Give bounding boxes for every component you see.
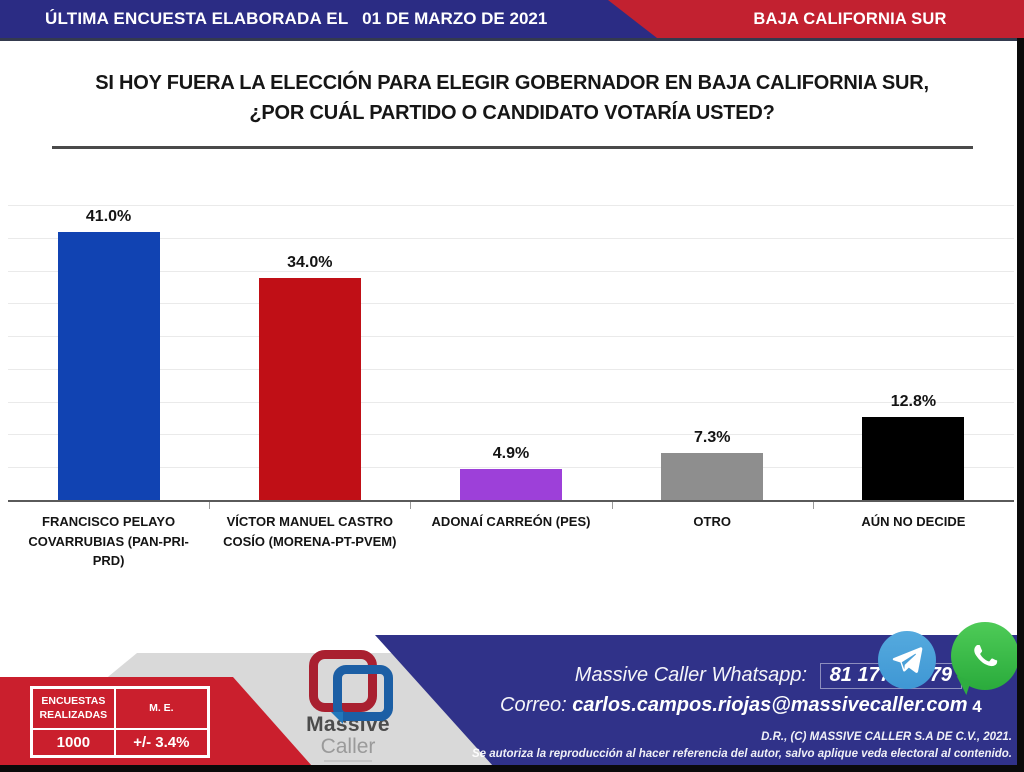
survey-date-banner: ÚLTIMA ENCUESTA ELABORADA EL 01 DE MARZO… [45, 0, 547, 38]
bar [57, 232, 160, 501]
region-banner: BAJA CALIFORNIA SUR [608, 0, 1024, 38]
gridline [8, 336, 1014, 338]
frame-bottom-border [0, 765, 1024, 772]
question-line-2: ¿POR CUÁL PARTIDO O CANDIDATO VOTARÍA US… [249, 102, 775, 124]
region-label: BAJA CALIFORNIA SUR [753, 10, 947, 28]
bar-slot: 4.9% [410, 206, 611, 501]
bar-slot: 34.0% [209, 206, 410, 501]
bar-value-label: 34.0% [287, 254, 333, 272]
footer [0, 630, 1024, 766]
copyright-line: D.R., (C) MASSIVE CALLER S.A DE C.V., 20… [761, 731, 1012, 743]
gridline [8, 270, 1014, 272]
stats-col2-value: +/- 3.4% [114, 729, 208, 756]
stats-col1-header: ENCUESTAS REALIZADAS [32, 688, 115, 729]
gridline [8, 434, 1014, 436]
gridline [8, 368, 1014, 370]
bar-category-label: OTRO [693, 514, 731, 529]
axis-tick [611, 502, 613, 509]
bar-value-label: 41.0% [85, 208, 132, 226]
bar-value-label: 12.8% [890, 393, 937, 411]
bar-category-label: FRANCISCO PELAYO COVARRUBIAS (PAN-PRI-PR… [28, 514, 189, 568]
stats-col1-value: 1000 [32, 729, 115, 756]
disclaimer-line: Se autoriza la reproducción al hacer ref… [471, 748, 1012, 760]
axis-tick [812, 502, 814, 509]
top-banner: ÚLTIMA ENCUESTA ELABORADA EL 01 DE MARZO… [0, 0, 1024, 38]
logo-wordmark-bottom: Caller [320, 735, 376, 759]
massive-caller-logo: Massive Caller [283, 650, 413, 763]
bar [862, 417, 965, 501]
survey-date-label: ÚLTIMA ENCUESTA ELABORADA EL [45, 9, 349, 28]
logo-blue-bubble [333, 665, 393, 721]
axis-tick [410, 502, 412, 509]
bar-value-label: 7.3% [693, 429, 731, 447]
bar-category-label: VÍCTOR MANUEL CASTRO COSÍO (MORENA-PT-PV… [223, 514, 397, 549]
bar-category-label: ADONAÍ CARREÓN (PES) [431, 514, 591, 529]
bar-chart-plot-area: 41.0% 34.0% 4.9% 7.3% 12.8% [8, 205, 1014, 501]
gridline [8, 467, 1014, 469]
logo-bubble-tail [331, 712, 343, 724]
email-address[interactable]: carlos.campos.riojas@massivecaller.com [572, 694, 968, 716]
frame-right-border [1017, 38, 1024, 772]
axis-tick [209, 502, 211, 509]
logo-tagline-rule [324, 760, 372, 763]
x-axis-line [8, 500, 1014, 502]
massive-caller-logo-icon [283, 650, 413, 724]
telegram-icon[interactable] [878, 631, 936, 689]
page-number: 4 [972, 697, 982, 716]
bars-row: 41.0% 34.0% 4.9% 7.3% 12.8% [8, 206, 1014, 501]
email-row: Correo: carlos.campos.riojas@massivecall… [500, 694, 968, 717]
bar [258, 278, 361, 501]
gridline [8, 401, 1014, 403]
stats-col2-header: M. E. [114, 688, 208, 729]
category-labels-row: FRANCISCO PELAYO COVARRUBIAS (PAN-PRI-PR… [8, 512, 1014, 571]
gridline [8, 303, 1014, 305]
bar-value-label: 4.9% [492, 444, 530, 462]
bar [661, 453, 764, 501]
bar-slot: 12.8% [813, 206, 1014, 501]
bar-slot: 41.0% [8, 206, 209, 501]
logo-red-bubble [309, 650, 377, 712]
question-title: SI HOY FUERA LA ELECCIÓN PARA ELEGIR GOB… [0, 68, 1024, 128]
bar-slot: 7.3% [612, 206, 813, 501]
whatsapp-icon[interactable] [951, 622, 1019, 695]
gridline [8, 205, 1014, 206]
survey-date-value: 01 DE MARZO DE 2021 [362, 9, 548, 28]
bar-category-label: AÚN NO DECIDE [861, 514, 966, 529]
whatsapp-label: Massive Caller Whatsapp: [574, 664, 808, 686]
question-line-1: SI HOY FUERA LA ELECCIÓN PARA ELEGIR GOB… [95, 72, 929, 94]
email-label: Correo: [500, 694, 567, 716]
title-underline [52, 146, 973, 149]
top-banner-shadow [0, 38, 1024, 41]
contact-block: Massive Caller Whatsapp: 81 1778 1079 Co… [500, 663, 968, 717]
gridline [8, 237, 1014, 239]
sample-stats-table: ENCUESTAS REALIZADAS M. E. 1000 +/- 3.4% [30, 686, 210, 758]
bar [460, 468, 562, 501]
